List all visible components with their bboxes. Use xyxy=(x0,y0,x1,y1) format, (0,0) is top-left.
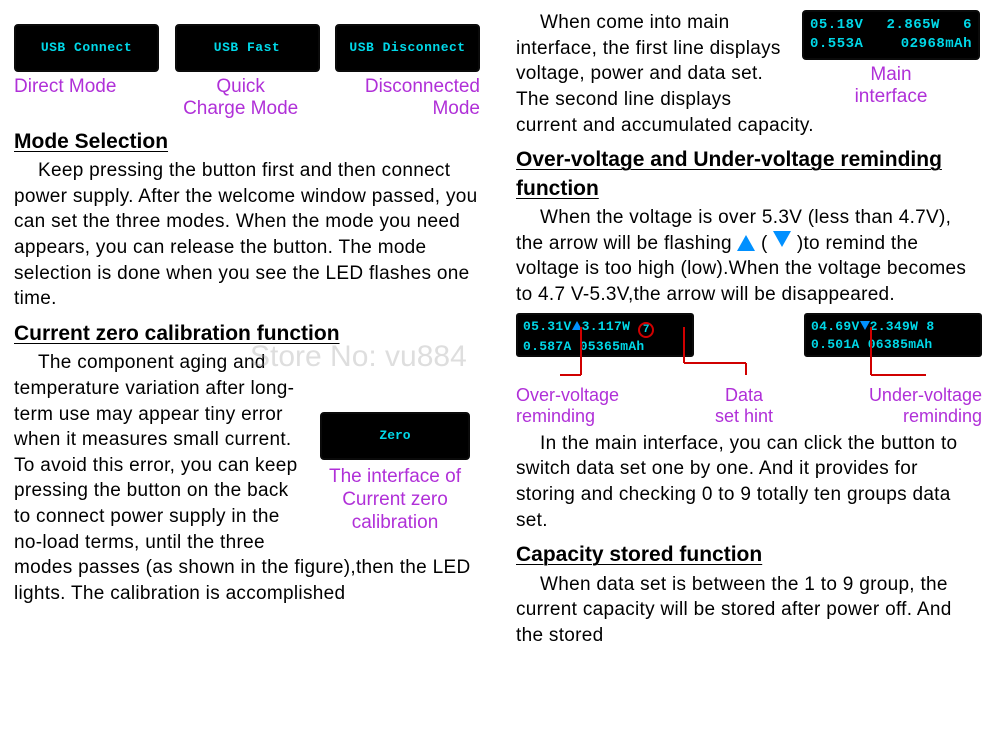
data-set-circle: 7 xyxy=(638,322,654,338)
body-over-under-a: When the voltage is over 5.3V (less than… xyxy=(516,205,982,308)
triangle-up-icon xyxy=(737,235,755,251)
ov-l1b: 3.117W xyxy=(582,319,639,334)
label-under-voltage: Under-voltagereminding xyxy=(869,385,982,426)
heading-mode-selection: Mode Selection xyxy=(14,128,480,156)
heading-zero-calibration: Current zero calibration function xyxy=(14,320,480,348)
main-voltage: 05.18V xyxy=(810,16,863,35)
ov-l1a: 05.31V xyxy=(523,319,572,334)
heading-over-under-voltage: Over-voltage and Under-voltage reminding… xyxy=(516,146,982,203)
uv-l2: 0.501A 06385mAh xyxy=(811,336,975,354)
label-disconnected: DisconnectedMode xyxy=(365,76,480,120)
label-quick-charge: QuickCharge Mode xyxy=(183,76,298,120)
mode-lcd-row: USB Connect USB Fast USB Disconnect xyxy=(14,24,480,72)
ov-l2: 0.587A 05365mAh xyxy=(523,338,687,356)
lcd-under-voltage: 04.69V 2.349W 8 0.501A 06385mAh xyxy=(804,313,982,357)
lcd-over-voltage: 05.31V 3.117W 7 0.587A 05365mAh xyxy=(516,313,694,357)
body-capacity-stored: When data set is between the 1 to 9 grou… xyxy=(516,572,982,649)
uv-l1b: 2.349W 8 xyxy=(870,319,935,334)
body-data-set: In the main interface, you can click the… xyxy=(516,431,982,534)
main-power: 2.865W xyxy=(887,16,940,35)
main-lcd-wrap: 05.18V 2.865W 6 0.553A 02968mAh Maininte… xyxy=(800,10,982,108)
main-dataset: 6 xyxy=(963,16,972,35)
ov-arrow-up-icon xyxy=(572,321,582,330)
label-data-set-hint: Dataset hint xyxy=(715,385,773,426)
txt-b: ( xyxy=(755,233,773,254)
lcd-usb-connect: USB Connect xyxy=(14,24,159,72)
lcd-usb-fast: USB Fast xyxy=(175,24,320,72)
label-direct-mode: Direct Mode xyxy=(14,76,116,120)
main-capacity: 02968mAh xyxy=(901,35,972,54)
label-over-voltage: Over-voltagereminding xyxy=(516,385,619,426)
right-column: 05.18V 2.865W 6 0.553A 02968mAh Maininte… xyxy=(498,0,996,742)
mode-labels-row: Direct Mode QuickCharge Mode Disconnecte… xyxy=(14,76,480,120)
voltage-labels-row: Over-voltagereminding Dataset hint Under… xyxy=(516,385,982,426)
triangle-down-icon xyxy=(773,231,791,247)
label-main-interface: Maininterface xyxy=(800,64,982,108)
uv-arrow-down-icon xyxy=(860,321,870,330)
lcd-usb-disconnect: USB Disconnect xyxy=(335,24,480,72)
lcd-main-interface: 05.18V 2.865W 6 0.553A 02968mAh xyxy=(802,10,980,60)
lcd-zero: Zero xyxy=(320,412,470,460)
main-current: 0.553A xyxy=(810,35,863,54)
zero-caption: The interface of Current zero calibratio… xyxy=(310,466,480,534)
voltage-lcd-row: 05.31V 3.117W 7 0.587A 05365mAh 04.69V 2.3… xyxy=(516,313,982,357)
zero-block: Zero The interface of Current zero calib… xyxy=(310,352,480,534)
uv-l1a: 04.69V xyxy=(811,319,860,334)
heading-capacity-stored: Capacity stored function xyxy=(516,541,982,569)
body-mode-selection: Keep pressing the button first and then … xyxy=(14,158,480,312)
left-column: USB Connect USB Fast USB Disconnect Dire… xyxy=(0,0,498,742)
